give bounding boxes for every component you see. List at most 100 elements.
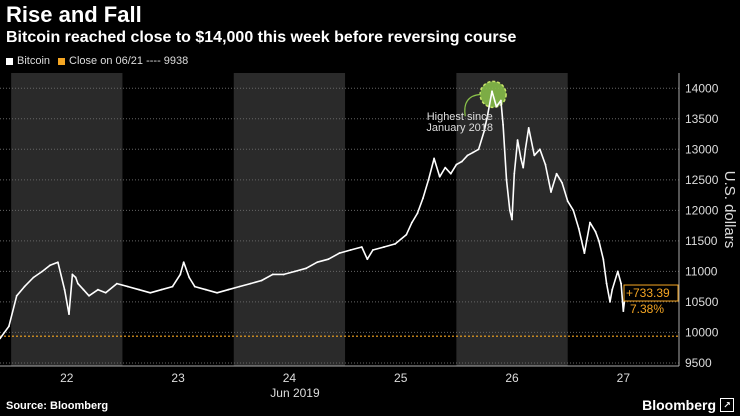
series-point-38	[327, 258, 330, 261]
series-point-30	[238, 285, 241, 288]
series-point-49	[422, 197, 424, 200]
series-point-40	[349, 249, 352, 251]
series-point-52	[438, 175, 441, 178]
series-point-86	[594, 230, 597, 233]
annotation-highest-since-line1: Highest since	[427, 111, 493, 123]
series-point-8	[63, 288, 66, 291]
y-tick-label-12500: 12500	[685, 173, 719, 187]
x-tick-label-27: 27	[617, 371, 631, 385]
legend-swatch-bitcoin	[6, 57, 13, 65]
series-point-32	[260, 279, 263, 282]
series-point-92	[616, 270, 619, 273]
series-point-37	[316, 261, 319, 264]
series-point-48	[416, 212, 419, 215]
source-note: Source: Bloomberg	[6, 400, 109, 412]
legend-item-close-reference: Close on 06/21 ---- 9938	[58, 55, 188, 67]
series-point-82	[572, 209, 575, 212]
series-point-58	[472, 151, 474, 154]
series-point-55	[455, 163, 458, 166]
series-point-7	[56, 261, 59, 264]
series-point-81	[566, 200, 569, 203]
legend-label-close-reference: Close on 06/21 ---- 9938	[69, 55, 189, 67]
series-point-25	[188, 276, 191, 279]
series-point-50	[427, 178, 430, 181]
series-point-69	[513, 172, 516, 175]
legend-swatch-close-reference	[58, 57, 66, 65]
series-point-62	[491, 90, 493, 93]
shaded-day-band-1	[233, 73, 346, 366]
external-link-icon: ↗	[720, 398, 734, 412]
series-point-26	[193, 285, 196, 288]
series-point-93	[620, 282, 623, 285]
series-point-42	[366, 258, 369, 261]
chart-legend: Bitcoin Close on 06/21 ---- 9938	[6, 55, 196, 67]
series-point-13	[82, 288, 85, 291]
y-tick-label-13000: 13000	[685, 142, 719, 156]
y-tick-label-11500: 11500	[685, 234, 718, 248]
series-point-6	[49, 264, 51, 267]
x-tick-label-23: 23	[171, 371, 185, 385]
series-point-39	[338, 252, 341, 254]
series-point-35	[294, 270, 296, 273]
series-point-29	[227, 288, 230, 291]
y-tick-label-9500: 9500	[685, 356, 712, 370]
series-point-24	[182, 261, 185, 264]
series-point-4	[32, 276, 35, 279]
series-point-41	[360, 246, 363, 248]
chart-title: Rise and Fall	[6, 2, 142, 27]
series-point-65	[502, 123, 505, 126]
series-point-9	[68, 313, 70, 316]
legend-item-bitcoin: Bitcoin	[6, 55, 50, 67]
series-point-27	[205, 288, 207, 291]
series-point-72	[522, 166, 525, 169]
series-point-56	[461, 160, 463, 163]
series-point-20	[149, 291, 152, 294]
series-point-0	[0, 337, 1, 340]
x-tick-label-22: 22	[60, 371, 74, 385]
series-point-54	[449, 172, 452, 175]
series-point-59	[477, 148, 480, 151]
series-point-11	[74, 276, 77, 279]
series-point-68	[511, 218, 513, 221]
series-point-90	[609, 301, 611, 303]
series-point-36	[305, 267, 308, 270]
legend-label-bitcoin: Bitcoin	[17, 55, 51, 67]
series-point-67	[508, 209, 511, 212]
y-tick-label-10000: 10000	[685, 325, 719, 339]
series-point-57	[466, 154, 469, 157]
series-point-12	[77, 282, 79, 285]
series-point-83	[577, 227, 580, 230]
series-point-53	[444, 166, 447, 169]
series-point-19	[138, 288, 141, 291]
y-tick-label-11000: 11000	[685, 264, 718, 278]
series-point-94	[622, 310, 625, 312]
series-point-76	[538, 148, 541, 151]
series-point-3	[23, 285, 26, 288]
brand-name: Bloomberg	[642, 397, 716, 413]
series-point-5	[41, 270, 44, 273]
series-point-18	[127, 285, 129, 288]
series-point-17	[115, 282, 118, 285]
series-point-85	[589, 221, 591, 224]
series-point-74	[527, 127, 530, 129]
series-point-71	[520, 157, 522, 160]
series-point-34	[282, 273, 285, 276]
series-point-89	[605, 282, 608, 285]
series-point-21	[160, 288, 163, 291]
series-point-28	[216, 291, 218, 294]
series-point-45	[394, 243, 397, 245]
x-tick-label-25: 25	[394, 371, 408, 385]
series-point-64	[500, 99, 502, 102]
series-point-60	[483, 130, 486, 132]
x-axis-title: Jun 2019	[270, 386, 320, 400]
series-point-51	[433, 157, 436, 160]
series-line-bitcoin	[0, 90, 627, 339]
annotation-change-value: +733.39	[626, 286, 670, 300]
series-point-63	[495, 105, 498, 108]
brand-logo: Bloomberg ↗	[642, 397, 734, 413]
series-point-78	[550, 191, 552, 193]
series-point-88	[602, 258, 605, 261]
series-point-70	[516, 139, 519, 142]
series-point-14	[88, 294, 90, 297]
